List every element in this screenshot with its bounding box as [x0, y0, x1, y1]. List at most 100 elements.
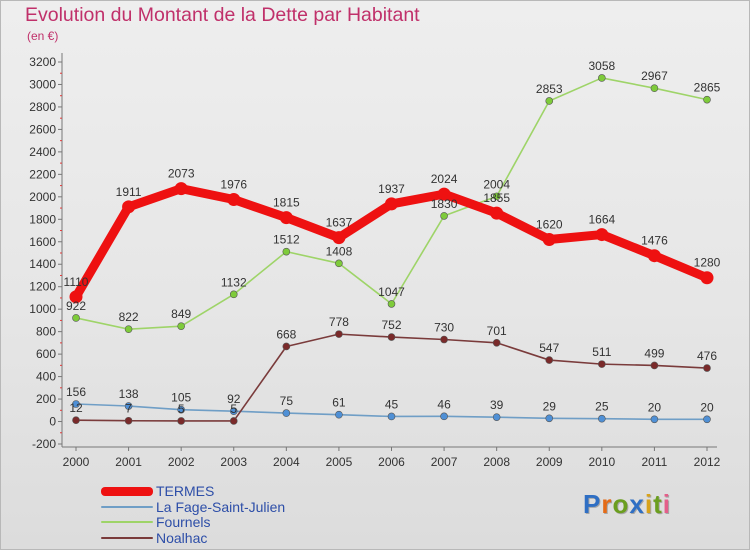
data-label: 499	[644, 346, 664, 360]
data-point	[387, 412, 396, 421]
data-point	[69, 290, 83, 304]
y-tick-label: 2000	[29, 190, 56, 204]
data-point	[335, 410, 343, 419]
data-point	[703, 364, 711, 372]
data-label: 46	[437, 397, 451, 411]
data-point	[545, 356, 554, 364]
x-tick-label: 2006	[378, 455, 405, 469]
data-point	[650, 84, 659, 92]
data-label: 2865	[694, 81, 721, 95]
data-label: 1815	[273, 196, 300, 210]
y-tick-label: 0	[49, 415, 56, 429]
data-label: 778	[329, 315, 349, 329]
y-tick-label: 800	[36, 325, 56, 339]
data-label: 29	[543, 399, 557, 413]
x-tick-label: 2008	[483, 455, 510, 469]
data-point	[122, 200, 136, 214]
logo-letter: i	[662, 489, 671, 519]
data-label: 61	[332, 396, 346, 410]
data-label: 1830	[431, 197, 458, 211]
data-point	[703, 95, 711, 104]
chart-title: Evolution du Montant de la Dette par Hab…	[25, 4, 420, 26]
data-label: 1664	[588, 213, 615, 227]
legend-swatch	[101, 521, 153, 523]
data-point	[229, 290, 238, 299]
series-noalhac	[72, 330, 711, 425]
x-tick-label: 2009	[536, 455, 563, 469]
data-point	[124, 402, 133, 410]
x-tick-label: 2000	[63, 455, 90, 469]
x-tick-label: 2010	[588, 455, 615, 469]
data-point	[385, 197, 398, 211]
series-fournels	[72, 74, 711, 333]
data-point	[332, 231, 346, 245]
data-point	[703, 415, 711, 424]
y-tick-label: 2200	[29, 167, 56, 181]
data-point	[282, 247, 291, 256]
logo-letter: o	[612, 489, 630, 519]
data-label: 5	[178, 402, 185, 416]
legend-swatch	[101, 486, 153, 496]
data-label: 39	[490, 398, 504, 412]
data-point	[595, 228, 609, 242]
data-point	[492, 413, 501, 421]
data-label: 476	[697, 349, 717, 363]
data-point	[492, 192, 501, 201]
data-label: 1047	[378, 285, 405, 299]
series-la-fage-saint-julien	[72, 400, 711, 424]
data-label: 25	[595, 400, 609, 414]
data-point	[440, 412, 448, 421]
data-label: 1408	[326, 244, 353, 258]
y-tick-label: 600	[36, 347, 56, 361]
x-tick-label: 2004	[273, 455, 300, 469]
data-label: 849	[171, 307, 191, 321]
data-point	[229, 417, 238, 425]
y-tick-label: -200	[32, 437, 56, 451]
legend-swatch	[101, 505, 153, 508]
logo-letter: i	[644, 489, 654, 519]
data-point	[282, 342, 291, 351]
data-point	[440, 212, 448, 220]
data-point	[335, 330, 343, 338]
y-tick-label: 2600	[29, 122, 56, 136]
x-tick-label: 2003	[220, 455, 247, 469]
data-label: 2853	[536, 82, 563, 96]
axes-group: -200 0 200 400 600 800 1000 1200 1400 1600 1800 200…	[29, 53, 721, 469]
data-point	[174, 182, 188, 196]
y-tick-label: 1400	[29, 257, 56, 271]
data-label: 12	[69, 401, 83, 415]
data-label: 1976	[220, 178, 247, 192]
y-tick-label: 1200	[29, 280, 56, 294]
data-point	[647, 249, 661, 263]
data-label: 1280	[694, 256, 721, 270]
data-label: 20	[700, 400, 714, 414]
logo-letter: x	[629, 489, 645, 519]
y-tick-label: 1600	[29, 235, 56, 249]
data-point	[227, 193, 241, 207]
data-label: 7	[125, 402, 132, 416]
data-point	[335, 259, 343, 268]
data-label: 1132	[221, 275, 247, 289]
y-tick-label: 2800	[29, 100, 56, 114]
data-point	[542, 233, 556, 247]
data-point	[545, 414, 554, 423]
x-tick-label: 2002	[168, 455, 195, 469]
data-point	[598, 360, 606, 368]
data-label: 668	[276, 327, 296, 341]
chart-subtitle: (en €)	[27, 29, 59, 43]
data-label: 2004	[483, 177, 510, 191]
data-label: 45	[385, 397, 399, 411]
data-point	[177, 322, 185, 330]
logo-letter: t	[653, 489, 663, 519]
data-label: 922	[66, 299, 86, 313]
data-label: 2967	[641, 69, 668, 83]
data-label: 1637	[326, 216, 353, 230]
data-point	[124, 416, 133, 425]
data-label: 2073	[168, 167, 195, 181]
data-point	[279, 211, 293, 225]
data-label: 156	[66, 385, 86, 399]
data-label: 2024	[431, 172, 458, 186]
data-point	[490, 206, 504, 220]
